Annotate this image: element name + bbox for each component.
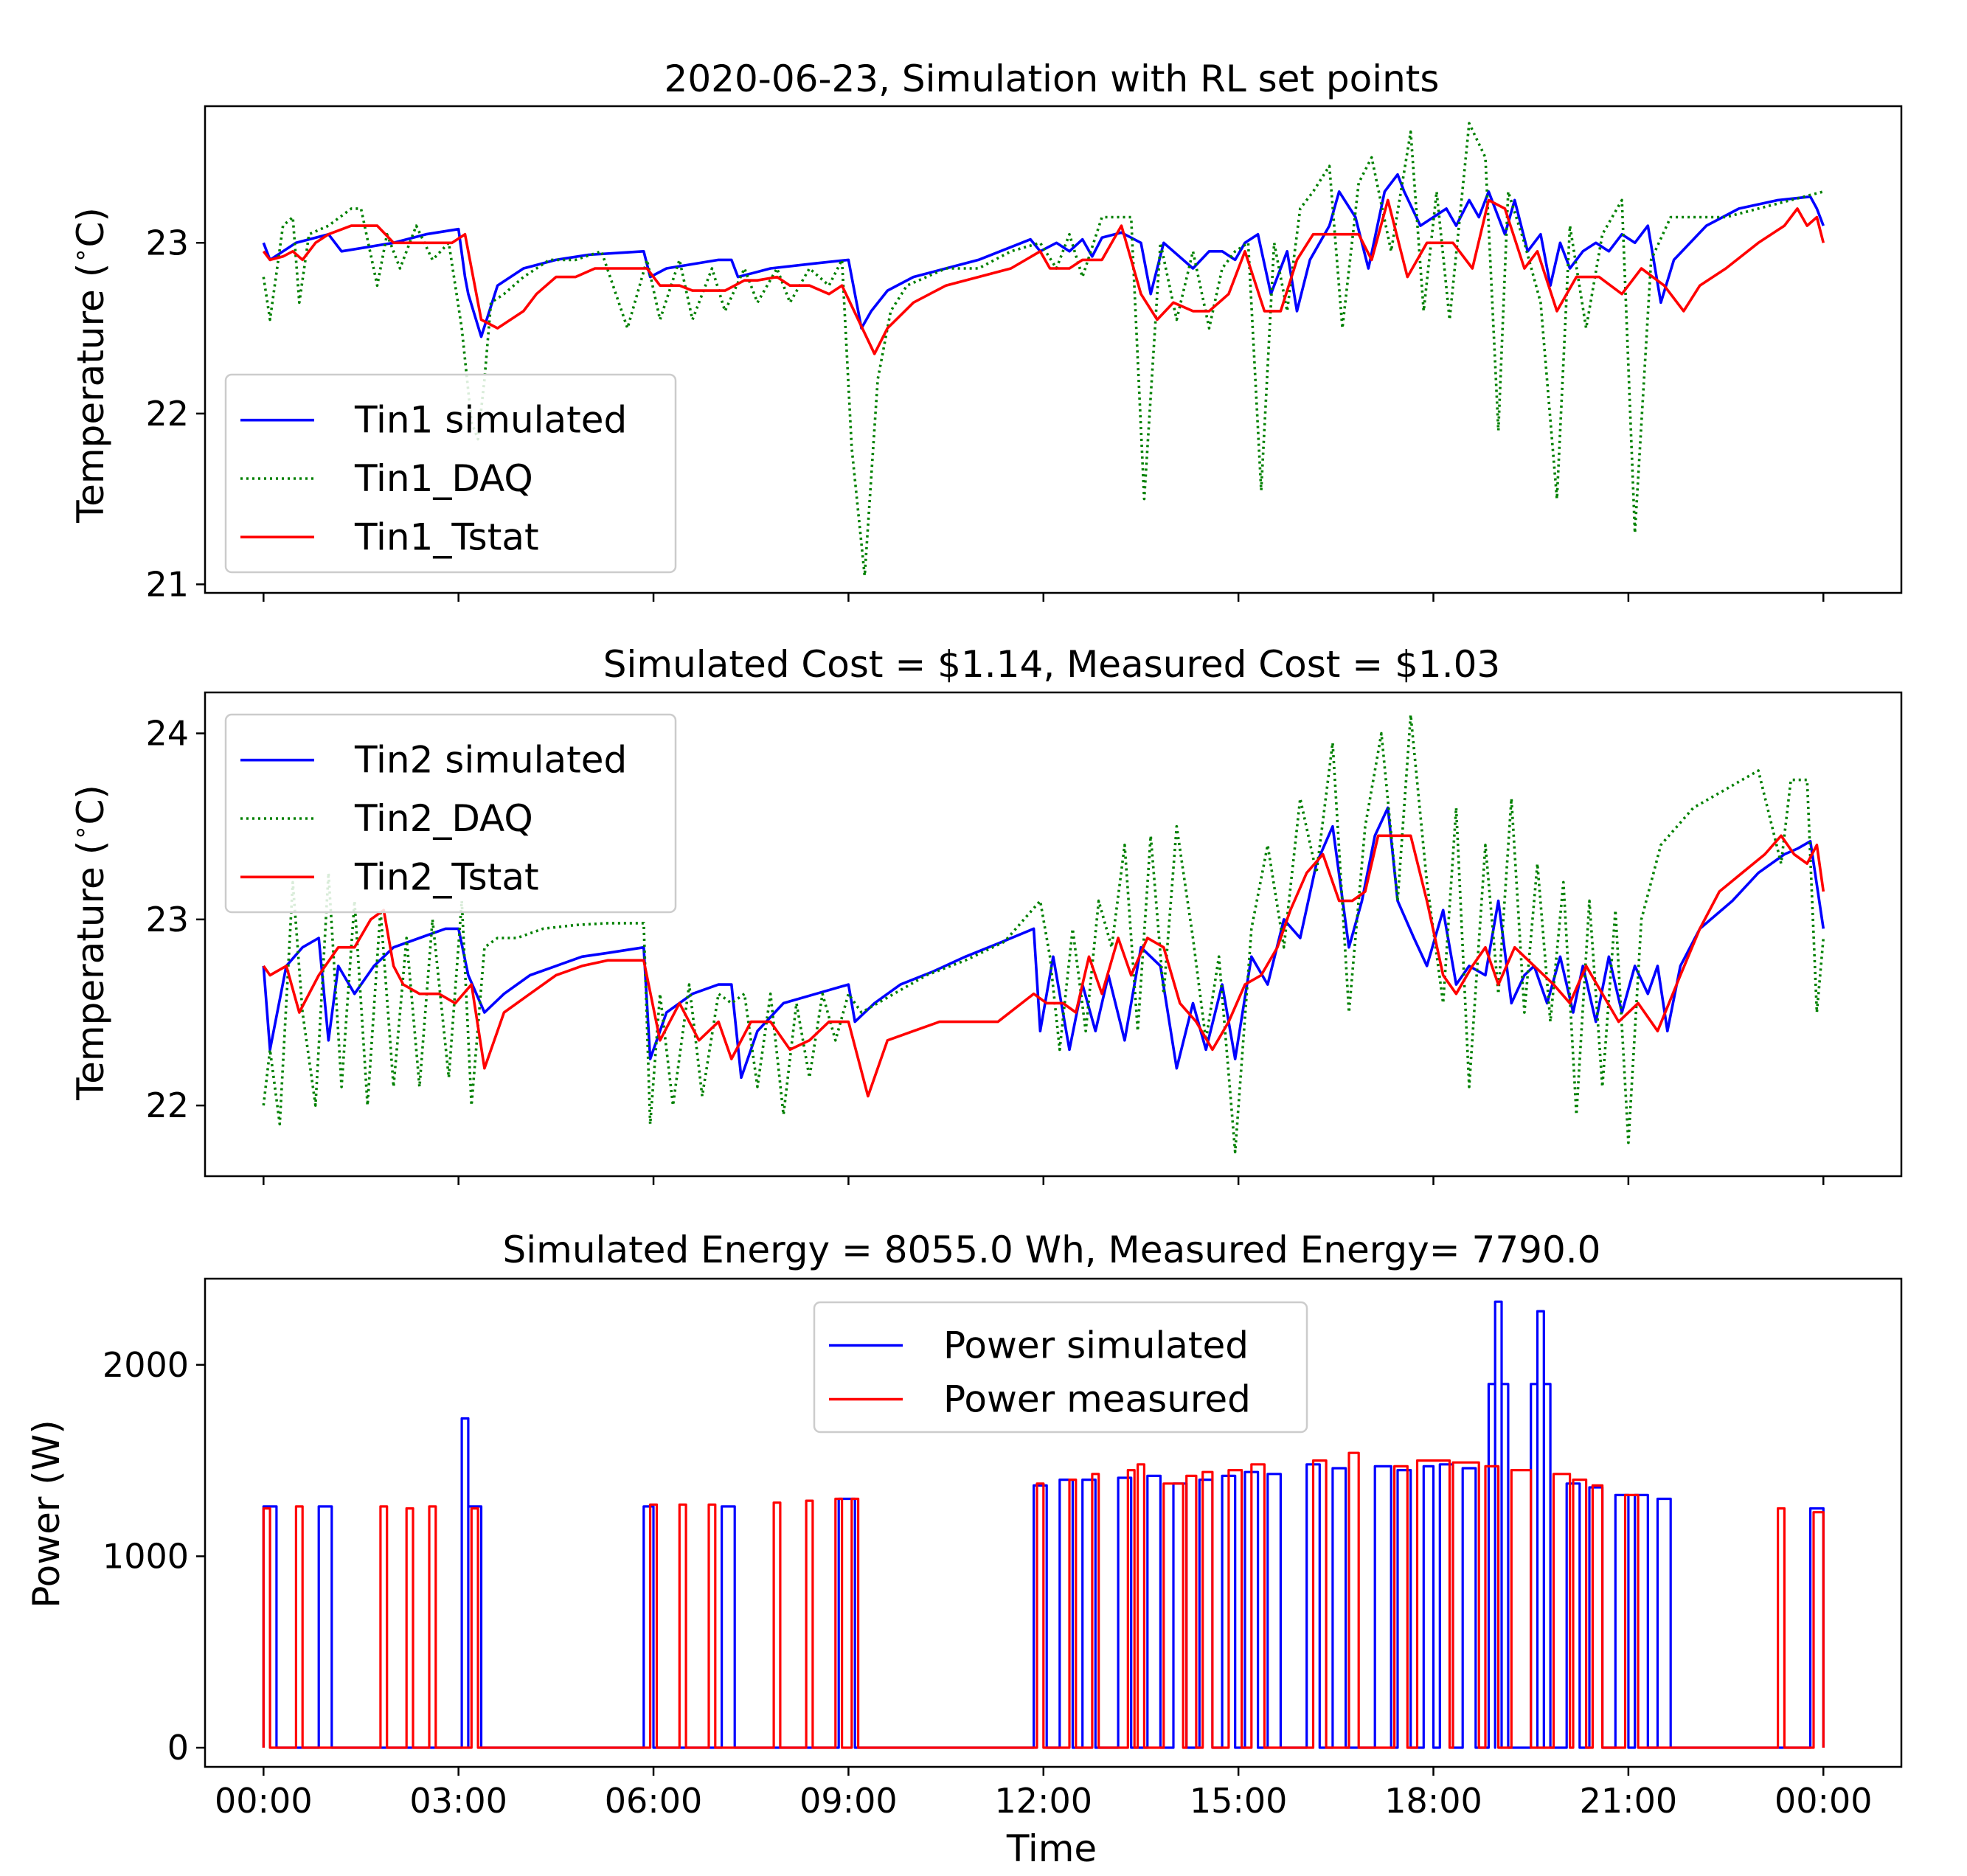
y-tick-label: 2000 [103, 1345, 189, 1385]
series-line-power-measured [262, 1451, 1825, 1749]
x-tick-label: 15:00 [1190, 1781, 1288, 1821]
panel-2-yticks: 22 23 24 [145, 714, 205, 1125]
panel-3-yticks: 0 1000 2000 [103, 1345, 205, 1768]
x-tick-label: 03:00 [409, 1781, 507, 1821]
series-line-tin1-tstat [262, 198, 1825, 355]
legend-box [224, 373, 677, 574]
panel-3-ylabel: Power (W) [25, 1420, 68, 1608]
panel-3-xticklabels: 00:00 03:00 06:00 09:00 12:00 15:00 18:00 21:00… [215, 1781, 1873, 1821]
x-tick-label: 18:00 [1384, 1781, 1482, 1821]
panel-power: Simulated Energy = 8055.0 Wh, Measured E… [25, 1229, 1903, 1870]
y-tick-label: 24 [145, 714, 189, 754]
series-line-power-simulated [262, 1300, 1825, 1749]
series-line-tin2-simulated [262, 806, 1825, 1080]
y-tick-label: 23 [145, 900, 189, 939]
panel-3-xtickmarks [263, 1767, 1825, 1776]
legend-label: Tin2 simulated [354, 739, 627, 782]
x-tick-label: 00:00 [1775, 1781, 1873, 1821]
legend-label: Power measured [943, 1378, 1251, 1421]
panel-3-title: Simulated Energy = 8055.0 Wh, Measured E… [503, 1229, 1601, 1271]
panel-2-legend: Tin2 simulated Tin2_DAQ Tin2_Tstat [224, 713, 677, 914]
series-line-tin2-tstat [262, 834, 1825, 1098]
legend-label: Power simulated [943, 1324, 1249, 1367]
legend-label: Tin2_Tstat [354, 855, 539, 898]
panel-1-lines [262, 122, 1825, 577]
panel-1-legend: Tin1 simulated Tin1_DAQ Tin1_Tstat [224, 373, 677, 574]
x-tick-label: 21:00 [1580, 1781, 1678, 1821]
legend-box [224, 713, 677, 914]
panel-tin1: 2020-06-23, Simulation with RL set point… [66, 58, 1903, 604]
panel-1-yticks: 21 22 23 [145, 223, 205, 604]
panel-2-frame [204, 691, 1903, 1178]
y-tick-label: 22 [145, 394, 189, 434]
legend-label: Tin1_Tstat [354, 515, 539, 558]
y-tick-label: 22 [145, 1085, 189, 1125]
x-tick-label: 09:00 [799, 1781, 898, 1821]
panel-1-frame [204, 105, 1903, 594]
y-tick-label: 21 [145, 564, 189, 604]
x-tick-label: 00:00 [215, 1781, 313, 1821]
panel-2-ylabel: Temperature (∘C) [66, 785, 112, 1101]
legend-label: Tin2_DAQ [354, 797, 533, 840]
x-tick-label: 06:00 [605, 1781, 703, 1821]
x-axis-label: Time [1006, 1827, 1097, 1870]
series-line-tin1-simulated [262, 173, 1825, 338]
panel-1-title: 2020-06-23, Simulation with RL set point… [665, 58, 1440, 100]
y-tick-label: 0 [167, 1728, 189, 1768]
x-tick-label: 12:00 [994, 1781, 1092, 1821]
panel-1-xtickmarks [263, 593, 1825, 602]
panel-3-frame [204, 1277, 1903, 1768]
panel-1-ylabel: Temperature (∘C) [66, 207, 112, 524]
panel-3-legend: Power simulated Power measured [813, 1301, 1308, 1434]
y-tick-label: 23 [145, 223, 189, 263]
panel-2-title: Simulated Cost = $1.14, Measured Cost = … [603, 643, 1500, 686]
legend-box [813, 1301, 1308, 1434]
panel-tin2: Simulated Cost = $1.14, Measured Cost = … [66, 643, 1903, 1185]
panel-2-xtickmarks [263, 1176, 1825, 1185]
panel-3-lines [262, 1300, 1825, 1749]
y-tick-label: 1000 [103, 1536, 189, 1576]
legend-label: Tin1 simulated [354, 399, 627, 442]
legend-label: Tin1_DAQ [354, 457, 533, 500]
panel-2-lines [262, 713, 1825, 1153]
